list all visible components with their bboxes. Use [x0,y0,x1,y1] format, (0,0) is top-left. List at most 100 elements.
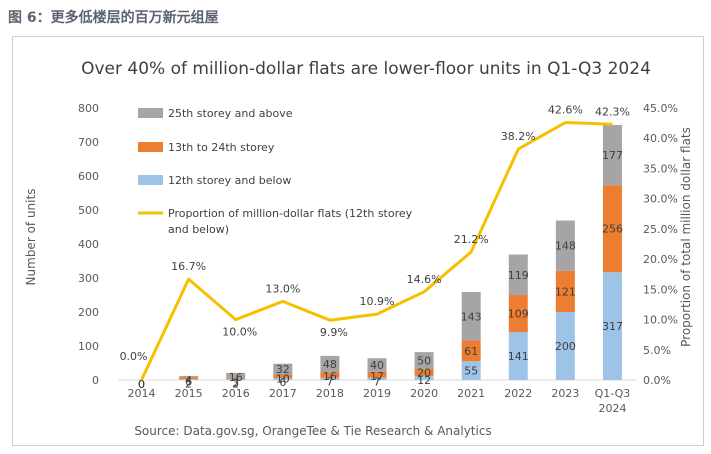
bar-data-label: 40 [370,359,384,372]
line-data-label: 42.6% [548,104,583,117]
bar-segment [555,220,575,271]
bar-data-label: 2 [232,377,239,390]
line-data-label: 13.0% [265,282,300,295]
y2-tick-label: 0.0% [643,374,671,387]
bar-data-label: 16 [229,371,243,384]
proportion-line [140,121,613,381]
chart-legend: 25th storey and above 13th to 24th storey… [138,107,413,236]
legend-label: and below) [168,223,229,236]
y2-tick-label: 40.0% [643,132,678,145]
bar-segment [320,372,340,378]
bar-data-label: 10 [276,373,290,386]
bar-data-label: 50 [417,355,431,368]
bar-segment [367,371,387,378]
bar-segment [461,291,481,341]
legend-label: 25th storey and above [168,107,293,120]
x-tick-label: 2015 [175,387,203,400]
x-tick-label: 2018 [316,387,344,400]
x-tick-label: 2020 [410,387,438,400]
bar-segment [179,379,199,380]
bar-segment [367,358,387,372]
x-tick-label: 2019 [363,387,391,400]
chart-axes: 01002003004005006007008000.0%5.0%10.0%15… [78,102,678,415]
bar-data-label: 200 [555,340,576,353]
bar-segment [414,352,434,370]
bar-segment [226,372,246,379]
bar-data-label: 2 [185,377,192,390]
bar-segment [602,125,622,186]
bar-data-label: 17 [370,370,384,383]
y2-tick-label: 30.0% [643,193,678,206]
y2-tick-label: 35.0% [643,162,678,175]
bar-segment [602,185,622,273]
y2-tick-label: 20.0% [643,253,678,266]
bar-segment [273,363,293,375]
y2-tick-label: 45.0% [643,102,678,115]
chart-bars [179,125,622,380]
bar-data-label: 141 [508,350,529,363]
line-data-label: 21.2% [454,233,489,246]
bar-segment [508,295,528,333]
bar-data-label: 20 [417,367,431,380]
bar-segment [461,361,481,380]
y-tick-label: 300 [78,272,99,285]
chart-source: Source: Data.gov.sg, OrangeTee & Tie Res… [134,424,491,438]
y-tick-label: 400 [78,238,99,251]
bar-data-label: 143 [461,310,482,323]
bar-data-label: 3 [232,376,239,389]
bar-data-label: 12 [417,374,431,387]
bar-data-label: 7 [374,376,381,389]
bar-data-label: 119 [508,269,529,282]
chart-frame: Over 40% of million-dollar flats are low… [12,36,704,446]
bar-segment [508,254,528,295]
bar-segment [508,332,528,380]
y-tick-label: 700 [78,136,99,149]
y2-tick-label: 10.0% [643,314,678,327]
bar-segment [320,355,340,373]
y-tick-label: 600 [78,170,99,183]
bar-data-label: 0 [138,378,145,391]
bar-data-label: 109 [508,308,529,321]
bar-data-label: 148 [555,240,576,253]
legend-label: Proportion of million-dollar flats (12th… [168,207,413,220]
bar-segment [179,375,199,378]
legend-label: 12th storey and below [168,174,291,187]
bar-data-label: 16 [323,370,337,383]
x-tick-label: 2022 [504,387,532,400]
bar-segment [226,379,246,380]
chart-line-layer: 0.0% 16.7% 10.0% 13.0% 9.9% 10.9% 14.6% 21.2% 38… [120,104,630,381]
line-data-label: 16.7% [171,260,206,273]
x-tick-label: 2017 [269,387,297,400]
bar-data-label: 48 [323,358,337,371]
x-tick-label: 2021 [457,387,485,400]
y2-axis-label: Proportion of total million dollar flats [679,127,693,347]
line-data-label: 10.9% [360,295,395,308]
legend-swatch [138,108,163,118]
bar-segment [273,377,293,380]
y2-tick-label: 25.0% [643,223,678,236]
x-tick-label: 2024 [598,402,626,415]
bar-data-label: 177 [602,149,623,162]
line-data-label: 38.2% [501,130,536,143]
chart-title: Over 40% of million-dollar flats are low… [81,59,651,79]
y2-tick-label: 15.0% [643,283,678,296]
bar-data-label: 7 [326,376,333,389]
bar-segment [226,378,246,380]
line-data-label: 14.6% [407,273,442,286]
line-data-label: 9.9% [320,326,348,339]
figure-caption: 图 6：更多低楼层的百万新元组屋 [8,10,219,26]
y-tick-label: 800 [78,102,99,115]
line-data-label: 0.0% [120,350,148,363]
bar-data-label: 0 [138,378,145,391]
bar-segment [602,272,622,380]
y-tick-label: 100 [78,340,99,353]
bar-data-label: 0 [138,378,145,391]
legend-label: 13th to 24th storey [168,141,275,154]
bar-segment [414,375,434,380]
bar-segment [414,369,434,376]
bar-data-label: 61 [464,345,478,358]
y2-tick-label: 5.0% [643,344,671,357]
bar-data-label: 4 [185,374,192,387]
bar-segment [179,377,199,380]
